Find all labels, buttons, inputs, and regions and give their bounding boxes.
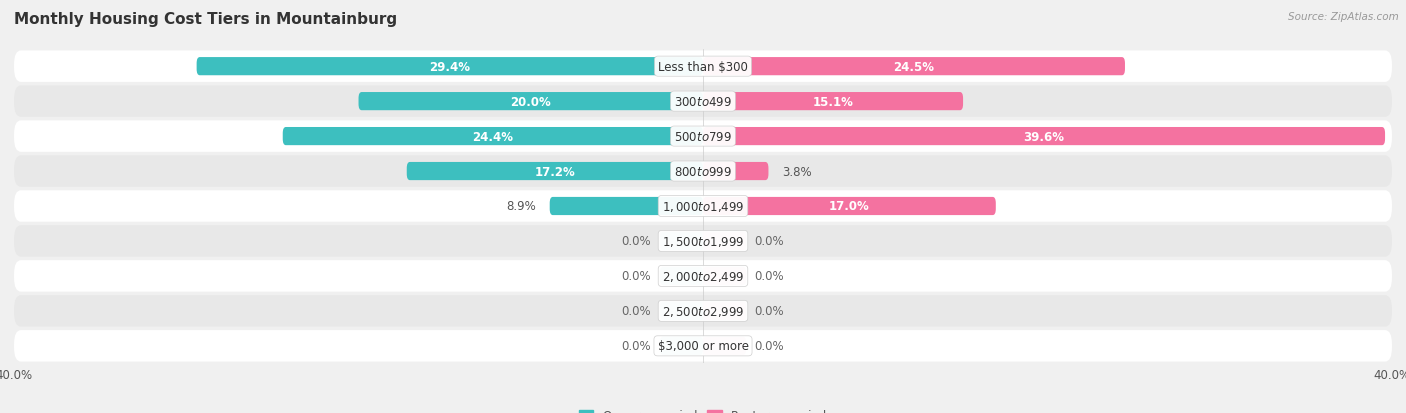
FancyBboxPatch shape: [703, 93, 963, 111]
Text: 0.0%: 0.0%: [755, 305, 785, 318]
Text: $2,500 to $2,999: $2,500 to $2,999: [662, 304, 744, 318]
Text: Source: ZipAtlas.com: Source: ZipAtlas.com: [1288, 12, 1399, 22]
Text: 39.6%: 39.6%: [1024, 130, 1064, 143]
FancyBboxPatch shape: [703, 337, 747, 355]
Text: 0.0%: 0.0%: [621, 235, 651, 248]
Text: 8.9%: 8.9%: [506, 200, 536, 213]
FancyBboxPatch shape: [659, 232, 703, 250]
Text: 15.1%: 15.1%: [813, 95, 853, 108]
Text: 3.8%: 3.8%: [782, 165, 811, 178]
FancyBboxPatch shape: [283, 128, 703, 146]
FancyBboxPatch shape: [14, 156, 1392, 188]
FancyBboxPatch shape: [703, 197, 995, 216]
Text: 29.4%: 29.4%: [429, 61, 471, 74]
Text: $2,000 to $2,499: $2,000 to $2,499: [662, 269, 744, 283]
Text: 0.0%: 0.0%: [621, 339, 651, 352]
FancyBboxPatch shape: [14, 330, 1392, 362]
FancyBboxPatch shape: [659, 337, 703, 355]
FancyBboxPatch shape: [197, 58, 703, 76]
Text: 0.0%: 0.0%: [755, 339, 785, 352]
FancyBboxPatch shape: [703, 232, 747, 250]
Text: Monthly Housing Cost Tiers in Mountainburg: Monthly Housing Cost Tiers in Mountainbu…: [14, 12, 396, 27]
Legend: Owner-occupied, Renter-occupied: Owner-occupied, Renter-occupied: [574, 404, 832, 413]
FancyBboxPatch shape: [703, 128, 1385, 146]
FancyBboxPatch shape: [14, 121, 1392, 152]
Text: $1,000 to $1,499: $1,000 to $1,499: [662, 199, 744, 214]
Text: 24.5%: 24.5%: [893, 61, 935, 74]
FancyBboxPatch shape: [14, 261, 1392, 292]
FancyBboxPatch shape: [703, 267, 747, 285]
FancyBboxPatch shape: [14, 51, 1392, 83]
Text: $3,000 or more: $3,000 or more: [658, 339, 748, 352]
Text: Less than $300: Less than $300: [658, 61, 748, 74]
FancyBboxPatch shape: [14, 191, 1392, 222]
FancyBboxPatch shape: [359, 93, 703, 111]
Text: $800 to $999: $800 to $999: [673, 165, 733, 178]
Text: 0.0%: 0.0%: [621, 305, 651, 318]
FancyBboxPatch shape: [703, 163, 769, 181]
FancyBboxPatch shape: [659, 302, 703, 320]
Text: $300 to $499: $300 to $499: [673, 95, 733, 108]
Text: 24.4%: 24.4%: [472, 130, 513, 143]
Text: 20.0%: 20.0%: [510, 95, 551, 108]
Text: 0.0%: 0.0%: [755, 270, 785, 283]
FancyBboxPatch shape: [703, 58, 1125, 76]
Text: 17.2%: 17.2%: [534, 165, 575, 178]
FancyBboxPatch shape: [14, 295, 1392, 327]
FancyBboxPatch shape: [703, 302, 747, 320]
FancyBboxPatch shape: [14, 86, 1392, 118]
Text: 17.0%: 17.0%: [830, 200, 870, 213]
Text: 0.0%: 0.0%: [621, 270, 651, 283]
Text: $500 to $799: $500 to $799: [673, 130, 733, 143]
FancyBboxPatch shape: [550, 197, 703, 216]
FancyBboxPatch shape: [14, 225, 1392, 257]
FancyBboxPatch shape: [406, 163, 703, 181]
Text: 0.0%: 0.0%: [755, 235, 785, 248]
Text: $1,500 to $1,999: $1,500 to $1,999: [662, 235, 744, 248]
FancyBboxPatch shape: [659, 267, 703, 285]
